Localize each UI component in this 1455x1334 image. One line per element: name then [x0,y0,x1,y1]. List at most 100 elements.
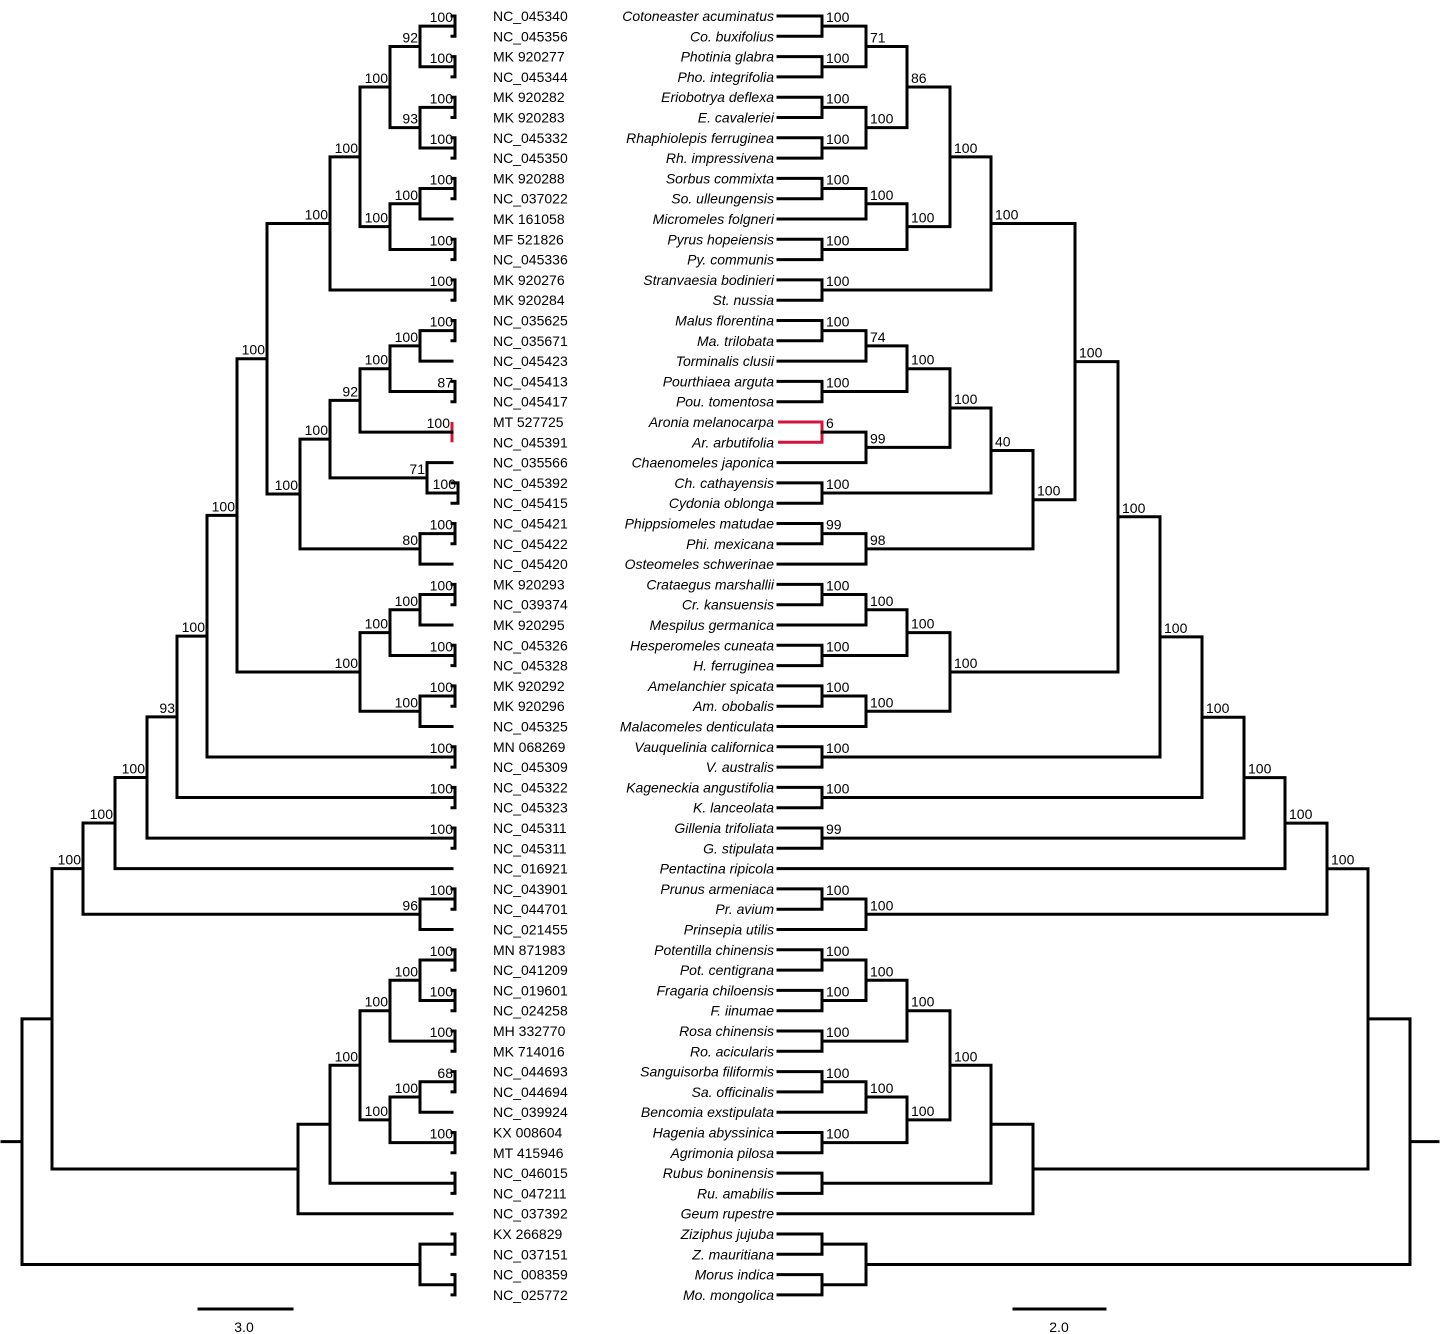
left-branch [418,593,457,627]
species-label: Sanguisorba filiformis [640,1064,774,1080]
species-label: Cr. kansuensis [682,597,774,613]
right-support-value: 100 [870,1080,894,1096]
right-support-value: 100 [911,1103,935,1119]
accession-label: NC_045344 [493,69,568,85]
left-branch [205,513,457,759]
species-label: Amelanchier spicata [647,678,774,694]
accession-label: NC_045421 [493,516,568,532]
accession-label: NC_045420 [493,556,568,572]
left-branch [418,694,457,728]
right-tree-branches [776,14,1440,1297]
accession-label: NC_045332 [493,130,568,146]
accession-label: NC_045391 [493,434,568,450]
left-support-value: 100 [430,172,454,188]
right-support-value: 100 [1164,620,1188,636]
left-support-value: 100 [365,994,389,1010]
species-label: Z. mauritiana [691,1246,774,1262]
accession-label: NC_043901 [493,881,568,897]
left-support-value: 93 [402,111,418,127]
right-support-value: 100 [1037,483,1061,499]
accession-label: MF 521826 [493,231,564,247]
left-support-value: 100 [427,415,451,431]
left-support-value: 100 [90,806,114,822]
right-branch [820,1242,868,1287]
species-label: Gillenia trifoliata [674,820,774,836]
accession-label: NC_045326 [493,637,568,653]
species-label: Pr. avium [715,901,774,917]
right-support-value: 100 [826,232,850,248]
right-branch [776,1171,824,1195]
right-support-value: 100 [1331,852,1355,868]
species-label: Rhaphiolepis ferruginea [626,130,774,146]
accession-label: NC_035566 [493,455,568,471]
accession-label: NC_045328 [493,658,568,674]
species-label: Ziziphus jujuba [680,1226,775,1242]
left-support-value: 100 [395,694,419,710]
species-label: Aronia melanocarpa [648,414,775,430]
species-label: Geum rupestre [681,1206,775,1222]
left-support-value: 100 [430,232,454,248]
left-support-value: 100 [430,50,454,66]
right-support-value: 99 [826,517,842,533]
accession-label: NC_047211 [493,1185,567,1201]
species-label: Mo. mongolica [683,1287,774,1303]
right-support-value: 100 [826,740,850,756]
accession-label: MK 920282 [493,89,565,105]
species-label: Ch. cathayensis [674,475,774,491]
accession-label: NC_045309 [493,759,568,775]
accession-label: NC_039374 [493,597,568,613]
right-branch [820,515,1162,759]
right-support-value: 100 [870,187,894,203]
species-label: Sorbus commixta [666,170,774,186]
right-support-value: 100 [826,273,850,289]
left-support-value: 100 [58,852,82,868]
right-branch [776,684,824,708]
right-support-value: 100 [826,375,850,391]
accession-label: NC_045325 [493,719,568,735]
left-support-value: 100 [335,1048,359,1064]
right-branch [776,14,824,38]
right-branch [905,85,952,229]
left-support-value: 100 [430,740,454,756]
right-support-value: 100 [826,90,850,106]
species-label: Sa. officinalis [692,1084,774,1100]
accession-label: MK 920277 [493,49,565,65]
right-branch [776,176,824,201]
species-label: St. nussia [713,292,775,308]
left-branch [418,1242,457,1287]
species-label: Micromeles folgneri [653,211,775,227]
species-label: Eriobotrya deflexa [661,89,774,105]
species-label: Mespilus germanica [650,617,775,633]
right-branch [776,1232,824,1256]
accession-label: NC_045392 [493,475,568,491]
left-branch [175,634,457,800]
species-label: Rosa chinensis [679,1023,774,1039]
left-support-value: 100 [395,187,419,203]
species-label: Crataegus marshallii [646,576,774,592]
left-branch [418,1080,457,1114]
right-support-value: 74 [870,329,886,345]
right-support-value: 100 [870,111,894,127]
left-support-value: 100 [430,943,454,959]
accession-label: MK 920296 [493,698,565,714]
accession-label: NC_045311 [493,820,567,836]
species-label: Prinsepia utilis [684,922,774,938]
left-branch [418,897,457,931]
accession-label: NC_037392 [493,1206,568,1222]
accession-label: NC_045415 [493,495,568,511]
right-support-value: 100 [826,50,850,66]
right-branch [776,136,824,160]
right-support-value: 100 [954,140,978,156]
left-support-value: 100 [430,1024,454,1040]
species-label: Kageneckia angustifolia [626,779,774,795]
left-tree-branches [0,14,460,1297]
accession-label: MK 161058 [493,211,565,227]
left-support-value: 100 [430,9,454,25]
left-support-value: 100 [430,984,454,1000]
accession-label: NC_045323 [493,800,568,816]
species-label: So. ulleungensis [671,191,774,207]
right-branch [776,379,824,404]
left-support-value: 100 [305,422,329,438]
species-label: Pyrus hopeiensis [667,231,774,247]
right-branch [776,948,824,972]
